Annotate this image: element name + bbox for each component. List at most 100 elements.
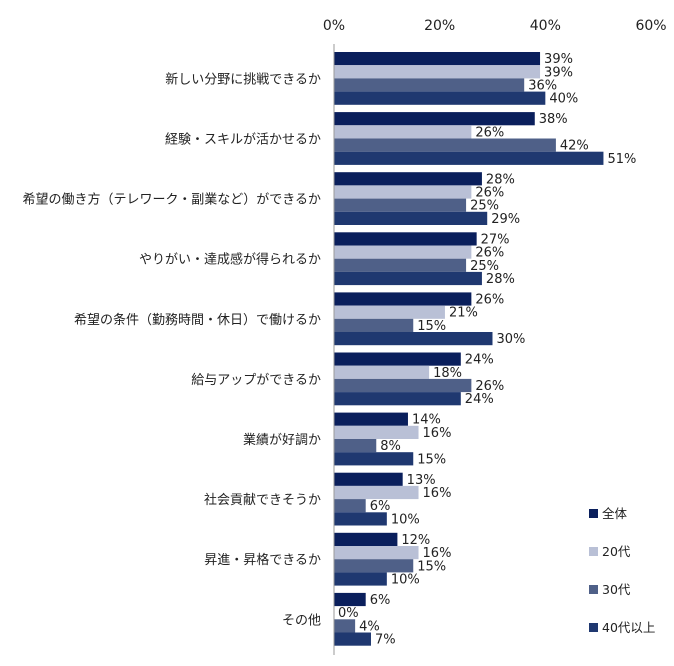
data-label: 26% bbox=[475, 246, 504, 261]
data-label: 27% bbox=[481, 232, 510, 247]
bar bbox=[334, 392, 461, 406]
bar bbox=[334, 378, 472, 393]
bar bbox=[334, 292, 472, 306]
data-label: 15% bbox=[417, 319, 446, 334]
bar bbox=[334, 546, 419, 560]
legend: 全体 20代 30代 40代以上 bbox=[589, 506, 655, 635]
bar bbox=[334, 439, 377, 453]
x-tick-label: 60% bbox=[635, 18, 666, 34]
legend-item: 30代 bbox=[589, 582, 631, 597]
bar bbox=[334, 65, 541, 79]
bar bbox=[334, 318, 414, 332]
bar bbox=[334, 271, 482, 286]
category-label: 希望の条件（勤務時間・休日）で働けるか bbox=[74, 312, 321, 328]
data-label: 13% bbox=[407, 473, 436, 488]
data-label: 26% bbox=[475, 125, 504, 140]
bar bbox=[334, 559, 414, 573]
data-label: 8% bbox=[380, 439, 401, 454]
legend-swatch bbox=[589, 547, 598, 556]
data-label: 26% bbox=[475, 293, 504, 308]
category-label: 社会貢献できそうか bbox=[204, 492, 321, 508]
category-label: 業績が好調か bbox=[243, 432, 321, 448]
legend-swatch bbox=[589, 623, 598, 632]
category-label: 昇進・昇格できるか bbox=[204, 552, 321, 568]
bar bbox=[334, 138, 556, 152]
bar bbox=[334, 125, 472, 139]
bar bbox=[334, 365, 430, 379]
bar bbox=[334, 472, 403, 486]
bar-group: 27%26%25%28% bbox=[334, 232, 515, 287]
data-label: 7% bbox=[375, 633, 396, 648]
data-label: 16% bbox=[423, 426, 452, 441]
data-label: 28% bbox=[486, 172, 515, 187]
data-label: 16% bbox=[423, 546, 452, 561]
bar-group: 38% 26% 42% 51% bbox=[334, 112, 636, 167]
bar bbox=[334, 572, 387, 586]
category-label: その他 bbox=[282, 613, 321, 628]
bar-group: 14%16% 8% 15% bbox=[334, 412, 452, 467]
bar bbox=[334, 412, 408, 426]
data-label: 26% bbox=[475, 379, 504, 394]
data-label: 38% bbox=[539, 112, 568, 127]
data-label: 16% bbox=[423, 486, 452, 501]
data-label: 28% bbox=[486, 272, 515, 287]
bar-group: 6% 0%4%7% bbox=[334, 592, 396, 648]
legend-label: 20代 bbox=[602, 544, 631, 559]
data-label: 4% bbox=[359, 619, 380, 634]
bar bbox=[334, 425, 419, 439]
bar-group: 26%21%15% 30% bbox=[334, 292, 525, 347]
bar bbox=[334, 198, 467, 212]
bar bbox=[334, 232, 477, 246]
data-label: 25% bbox=[470, 199, 499, 214]
category-label: 給与アップができるか bbox=[191, 373, 321, 388]
data-label: 15% bbox=[417, 559, 446, 574]
data-label: 12% bbox=[401, 533, 430, 548]
bar-group: 13%16% 6%10% bbox=[334, 472, 452, 527]
data-label: 36% bbox=[528, 79, 557, 94]
legend-swatch bbox=[589, 585, 598, 594]
data-label: 14% bbox=[412, 413, 441, 428]
bar bbox=[334, 592, 366, 607]
data-label: 6% bbox=[370, 593, 391, 608]
legend-item: 40代以上 bbox=[589, 620, 655, 635]
legend-item: 20代 bbox=[589, 544, 631, 559]
x-axis-ticks: 0% 20% 40% 60% bbox=[323, 18, 667, 34]
category-label: やりがい・達成感が得られるか bbox=[139, 252, 321, 268]
bar bbox=[334, 619, 356, 633]
data-label: 21% bbox=[449, 306, 478, 321]
bar bbox=[334, 91, 546, 105]
category-label: 新しい分野に挑戦できるか bbox=[165, 71, 321, 87]
legend-label: 全体 bbox=[602, 506, 628, 521]
legend-label: 30代 bbox=[602, 582, 631, 597]
bar-group: 12%16%15%10% bbox=[334, 532, 452, 588]
bar bbox=[334, 52, 541, 66]
bar bbox=[334, 499, 366, 513]
data-label: 6% bbox=[370, 499, 391, 514]
data-label: 10% bbox=[391, 573, 420, 588]
bar bbox=[334, 211, 488, 225]
x-tick-label: 0% bbox=[323, 18, 345, 34]
category-label: 希望の働き方（テレワーク・副業など）ができるか bbox=[23, 192, 321, 208]
legend-label: 40代以上 bbox=[602, 620, 655, 635]
x-tick-label: 20% bbox=[424, 18, 455, 34]
bar bbox=[334, 352, 461, 366]
bar bbox=[334, 485, 419, 500]
bar bbox=[334, 245, 472, 259]
data-label: 24% bbox=[465, 353, 494, 368]
data-label: 40% bbox=[549, 92, 578, 107]
bar bbox=[334, 452, 414, 466]
legend-swatch bbox=[589, 509, 598, 518]
bar bbox=[334, 151, 604, 165]
bar bbox=[334, 112, 535, 126]
data-label: 18% bbox=[433, 366, 462, 381]
category-labels: 新しい分野に挑戦できるか経験・スキルが活かせるか希望の働き方（テレワーク・副業な… bbox=[23, 71, 321, 628]
bar-group: 24%18%26%24% bbox=[334, 352, 504, 407]
bar bbox=[334, 332, 493, 346]
data-label: 30% bbox=[497, 332, 526, 347]
data-label: 51% bbox=[607, 152, 636, 167]
bar bbox=[334, 185, 472, 199]
bar-group: 28%26%25%29% bbox=[334, 172, 520, 227]
data-label: 42% bbox=[560, 139, 589, 154]
bar-group: 39%39%36%40% bbox=[334, 52, 578, 107]
